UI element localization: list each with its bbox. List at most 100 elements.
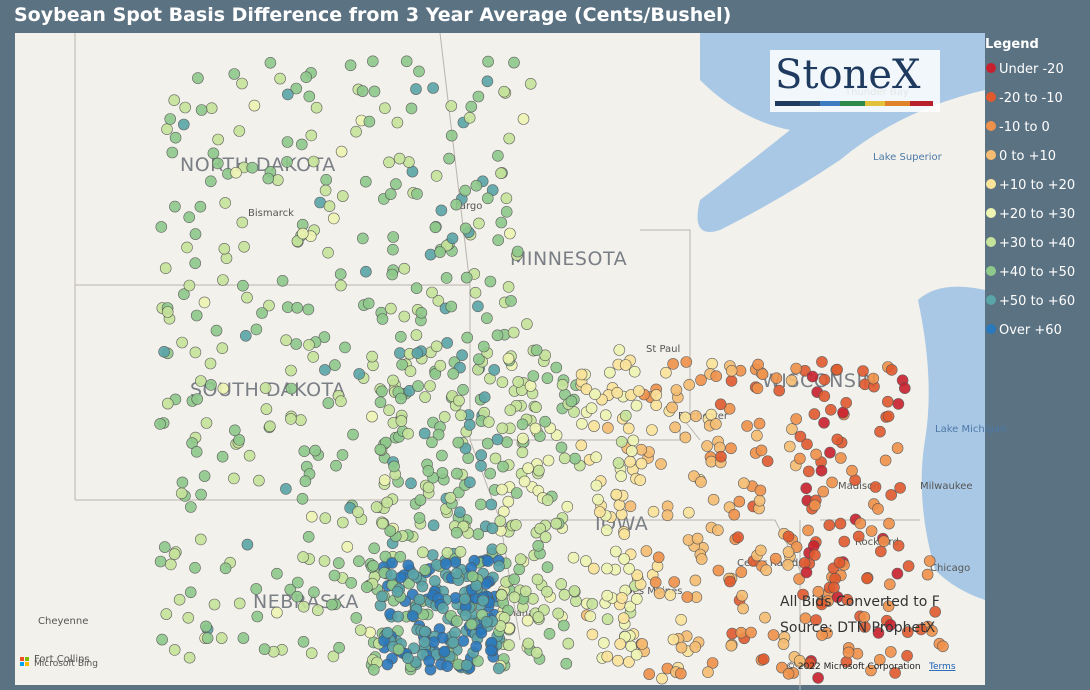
bid-point <box>640 545 653 557</box>
bid-point <box>584 610 597 623</box>
bid-point <box>344 59 357 72</box>
bid-point <box>524 380 537 392</box>
bid-point <box>205 102 218 114</box>
bid-point <box>710 370 723 383</box>
bid-point <box>508 56 520 69</box>
bid-point <box>406 610 419 622</box>
bid-point <box>647 505 660 518</box>
legend-label[interactable]: -10 to 0 <box>999 120 1050 135</box>
bid-point <box>733 495 746 508</box>
bid-point <box>524 78 537 90</box>
bid-point <box>495 216 508 229</box>
bid-point <box>446 232 459 245</box>
bid-point <box>200 620 212 633</box>
legend-label[interactable]: +40 to +50 <box>999 265 1075 280</box>
legend-swatch <box>986 266 996 276</box>
bid-point <box>429 575 441 587</box>
bid-point <box>601 562 613 575</box>
bid-point <box>588 420 600 432</box>
bid-point <box>366 350 378 363</box>
bid-point <box>514 553 527 566</box>
bid-point <box>532 539 545 552</box>
bid-point <box>368 85 381 98</box>
legend-label[interactable]: +20 to +30 <box>999 207 1075 222</box>
bid-point <box>497 460 509 473</box>
bid-point <box>617 612 630 625</box>
bid-point <box>712 564 725 577</box>
bid-point <box>627 434 640 447</box>
bid-point <box>195 533 207 546</box>
bid-point <box>210 324 223 337</box>
bid-point <box>237 279 249 292</box>
bid-point <box>274 72 286 85</box>
bid-point <box>593 506 606 518</box>
bid-point <box>901 626 914 638</box>
bid-point <box>539 349 552 362</box>
bid-point <box>236 216 249 229</box>
bid-point <box>330 459 342 472</box>
bid-point <box>475 460 487 472</box>
bid-point <box>281 136 294 148</box>
bid-point <box>785 374 798 387</box>
bid-point <box>575 368 588 381</box>
bid-point <box>411 347 424 360</box>
legend-label[interactable]: +10 to +20 <box>999 178 1075 193</box>
bid-point <box>667 633 680 646</box>
bid-point <box>419 625 431 638</box>
bid-point <box>285 364 297 377</box>
legend-label[interactable]: 0 to +10 <box>999 149 1056 164</box>
bid-point <box>178 288 190 301</box>
bid-point <box>800 482 813 495</box>
bid-point <box>276 274 289 287</box>
bid-point <box>586 628 599 641</box>
bid-point <box>527 370 540 382</box>
bid-point <box>296 227 309 240</box>
bid-point <box>522 637 535 650</box>
bid-point <box>516 418 529 431</box>
legend-label[interactable]: -20 to -10 <box>999 91 1063 106</box>
bid-point <box>341 540 354 553</box>
bid-point <box>445 300 458 313</box>
bid-point <box>367 559 380 572</box>
bid-point <box>259 382 272 394</box>
bid-point <box>505 295 517 307</box>
bid-point <box>874 545 887 558</box>
bid-point <box>865 525 878 537</box>
bid-point <box>590 451 602 464</box>
bid-point <box>454 506 466 519</box>
bid-point <box>418 636 431 648</box>
bid-point <box>154 555 167 568</box>
bid-point <box>184 586 197 599</box>
bid-point <box>736 589 748 602</box>
bid-point <box>565 395 578 408</box>
bid-point <box>204 357 217 370</box>
bid-point <box>630 593 643 605</box>
terms-link[interactable]: Terms <box>928 662 956 672</box>
bid-point <box>383 404 395 417</box>
bid-point <box>854 517 867 530</box>
bid-point <box>461 331 474 344</box>
bid-point <box>728 508 741 521</box>
bid-point <box>398 310 411 323</box>
bid-point <box>610 488 623 501</box>
city-label: Milwaukee <box>920 481 973 492</box>
bid-point <box>319 512 332 525</box>
bid-point <box>426 436 438 449</box>
legend-label[interactable]: +50 to +60 <box>999 294 1075 309</box>
legend-label[interactable]: Under -20 <box>999 62 1064 77</box>
bid-point <box>802 524 814 537</box>
legend-label[interactable]: +30 to +40 <box>999 236 1075 251</box>
bid-point <box>466 570 479 583</box>
bid-point <box>310 101 323 114</box>
bid-point <box>568 585 581 597</box>
bid-point <box>761 455 774 468</box>
bid-point <box>624 455 636 468</box>
legend-label[interactable]: Over +60 <box>999 323 1062 338</box>
bid-point <box>901 649 913 662</box>
bid-point <box>881 395 894 408</box>
city-label: Bismarck <box>248 208 294 219</box>
bid-point <box>207 147 220 160</box>
bid-point <box>635 443 648 456</box>
bid-point <box>440 272 453 284</box>
bid-point <box>630 648 643 661</box>
